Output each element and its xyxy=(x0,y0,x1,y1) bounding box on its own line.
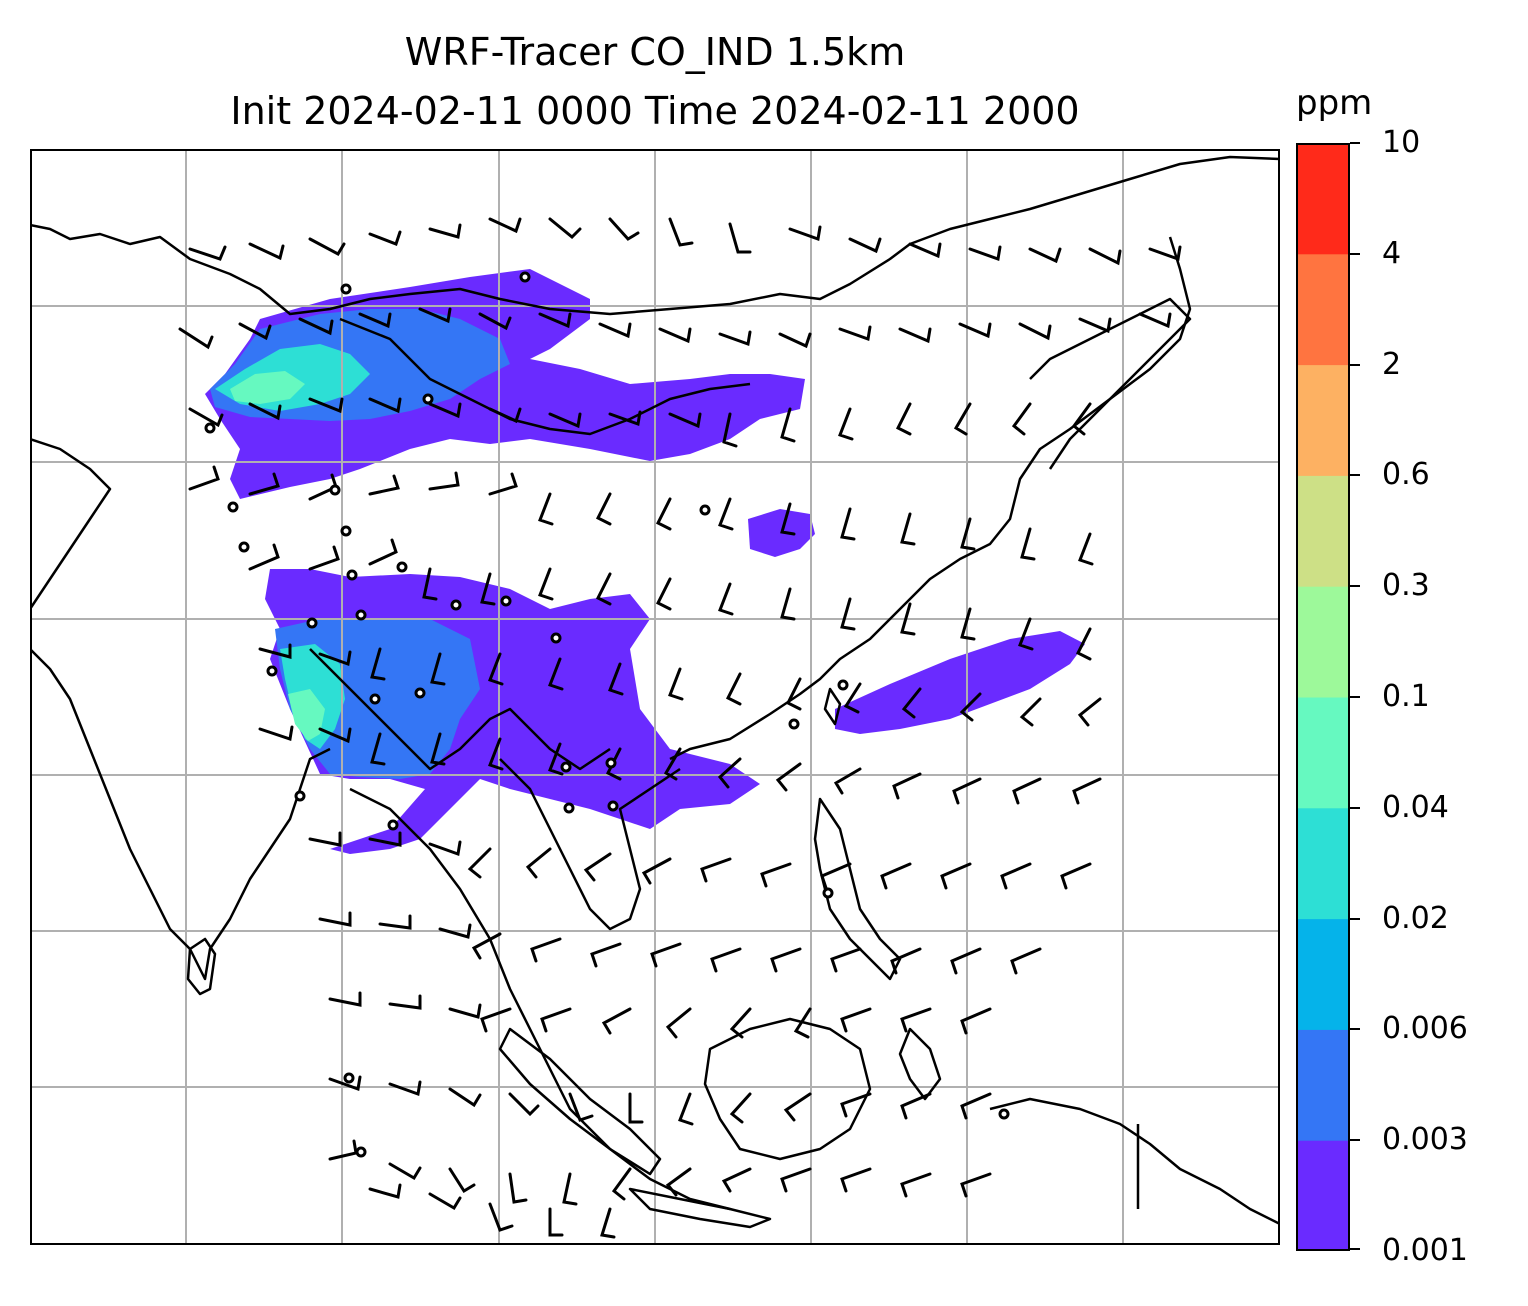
colorbar-segment xyxy=(1296,1140,1350,1251)
tracer-plume-south-hot xyxy=(288,689,325,741)
map-gridlines xyxy=(30,149,1280,1245)
tracer-plume-north-hot xyxy=(230,371,305,404)
colorbar-tick-label: 0.006 xyxy=(1382,1011,1468,1047)
colorbar-tick-label: 10 xyxy=(1382,125,1421,160)
colorbar-segment xyxy=(1296,586,1350,698)
colorbar-segment xyxy=(1296,697,1350,809)
coast-india xyxy=(28,437,331,981)
coast-new-guinea xyxy=(989,1097,1281,1226)
plot-title-line1: WRF-Tracer CO_IND 1.5km xyxy=(404,30,906,74)
colorbar-tick-mark xyxy=(1350,474,1360,477)
colorbar-tick-mark xyxy=(1350,806,1360,809)
colorbar-tick-mark xyxy=(1350,1248,1360,1250)
colorbar-tick-mark xyxy=(1350,585,1360,588)
border-tibet xyxy=(339,317,751,436)
colorbar-tick-label: 0.6 xyxy=(1382,457,1430,493)
border-mainland-interior xyxy=(309,648,611,771)
colorbar-tick-label: 0.04 xyxy=(1382,789,1449,825)
colorbar-tick-mark xyxy=(1350,1028,1360,1031)
coast-sulawesi xyxy=(898,1027,942,1101)
colorbar-tick-label: 2 xyxy=(1382,346,1402,382)
coast-philippines xyxy=(813,797,902,981)
coast-taiwan xyxy=(823,687,842,726)
map-panel xyxy=(28,149,1281,1245)
colorbar-tick-label: 0.1 xyxy=(1382,679,1430,714)
colorbar-ticks: 0.001 0.003 0.006 0.02 0.04 0.1 0.3 0.6 2 4 10 xyxy=(1350,126,1528,1268)
colorbar-tick-label: 4 xyxy=(1382,235,1402,271)
tracer-plume-southeast xyxy=(835,631,1085,734)
colorbar-segment xyxy=(1296,143,1350,255)
plot-title-line2: Init 2024-02-11 0000 Time 2024-02-11 200… xyxy=(230,89,1080,133)
colorbar-tick-label: 0.3 xyxy=(1382,568,1430,604)
wind-barbs xyxy=(178,217,1182,1239)
colorbar-segment xyxy=(1296,807,1350,920)
station-markers xyxy=(204,271,1010,1158)
coast-sri-lanka xyxy=(186,937,217,996)
colorbar-segment xyxy=(1296,918,1350,1030)
colorbar-tick-label: 0.003 xyxy=(1382,1122,1468,1158)
colorbar-tick-mark xyxy=(1350,142,1360,144)
colorbar-tick-label: 0.02 xyxy=(1382,900,1449,936)
colorbar-tick-label: 0.001 xyxy=(1382,1233,1468,1268)
colorbar-segment xyxy=(1296,364,1350,476)
colorbar-segment xyxy=(1296,1029,1350,1141)
coast-indochina xyxy=(499,758,681,931)
coast-borneo xyxy=(703,1017,872,1161)
coast-java xyxy=(628,1187,772,1229)
colorbar-tick-mark xyxy=(1350,252,1360,255)
colorbar-tick-mark xyxy=(1350,917,1360,920)
colorbar-segment xyxy=(1296,253,1350,366)
coast-southeast-asia xyxy=(349,787,731,1211)
colorbar-tick-mark xyxy=(1350,696,1360,698)
coastlines xyxy=(28,155,1281,1229)
colorbar-unit-label: ppm xyxy=(1296,83,1373,123)
colorbar-segment xyxy=(1296,475,1350,587)
colorbar-tick-mark xyxy=(1350,1139,1360,1142)
coast-asia-north xyxy=(29,155,1281,316)
colorbar xyxy=(1296,143,1350,1251)
colorbar-tick-mark xyxy=(1350,363,1360,366)
coast-korea-japan xyxy=(1029,297,1192,470)
map-svg xyxy=(28,149,1281,1245)
coast-sumatra xyxy=(498,1027,662,1176)
